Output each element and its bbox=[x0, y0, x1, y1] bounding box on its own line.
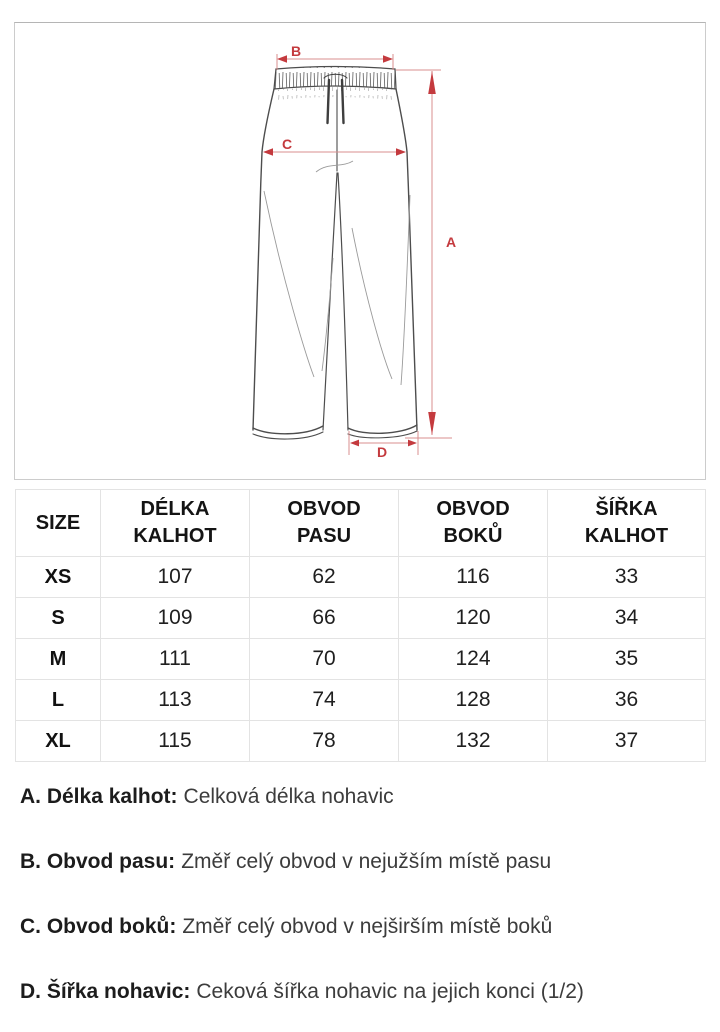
cell-delka-kalhot: 109 bbox=[100, 597, 250, 639]
cell-obvod-boku: 128 bbox=[398, 679, 548, 721]
legend-label-a: A. Délka kalhot: bbox=[20, 785, 178, 808]
cell-obvod-pasu: 66 bbox=[249, 597, 399, 639]
col-header-obvod-pasu: OBVOD PASU bbox=[249, 489, 399, 557]
table-row: XL 115 78 132 37 bbox=[15, 720, 706, 762]
table-row: L 113 74 128 36 bbox=[15, 679, 706, 721]
table-row: M 111 70 124 35 bbox=[15, 638, 706, 680]
legend-text-d: Ceková šířka nohavic na jejich konci (1/… bbox=[196, 980, 584, 1003]
table-header-row: SIZE DÉLKA KALHOT OBVOD PASU OBVOD BOKŮ ŠÍŘ… bbox=[15, 489, 706, 557]
cell-sirka-kalhot: 36 bbox=[547, 679, 706, 721]
cell-obvod-boku: 124 bbox=[398, 638, 548, 680]
legend-item-c: C. Obvod boků: Změř celý obvod v nejširší… bbox=[20, 912, 704, 941]
legend-item-a: A. Délka kalhot: Celková délka nohavic bbox=[20, 782, 704, 811]
cell-size: M bbox=[15, 638, 101, 680]
legend-label-b: B. Obvod pasu: bbox=[20, 850, 176, 873]
legend-text-a: Celková délka nohavic bbox=[183, 785, 394, 808]
dim-label-a: A bbox=[446, 234, 456, 250]
cell-obvod-boku: 132 bbox=[398, 720, 548, 762]
table-row: S 109 66 120 34 bbox=[15, 597, 706, 639]
cell-obvod-pasu: 78 bbox=[249, 720, 399, 762]
pants-outline bbox=[252, 88, 418, 440]
drawstring bbox=[323, 73, 348, 125]
cell-delka-kalhot: 115 bbox=[100, 720, 250, 762]
waistband bbox=[273, 65, 397, 100]
cell-obvod-pasu: 62 bbox=[249, 556, 399, 598]
legend-label-c: C. Obvod boků: bbox=[20, 915, 177, 938]
cell-obvod-pasu: 74 bbox=[249, 679, 399, 721]
cell-sirka-kalhot: 35 bbox=[547, 638, 706, 680]
table-row: XS 107 62 116 33 bbox=[15, 556, 706, 598]
measurement-legend: A. Délka kalhot: Celková délka nohavic B.… bbox=[20, 782, 704, 1032]
col-header-obvod-boku: OBVOD BOKŮ bbox=[398, 489, 548, 557]
dim-label-d: D bbox=[377, 444, 387, 460]
pants-sketch: B C A D bbox=[252, 43, 456, 460]
dimension-arrowheads bbox=[263, 55, 436, 447]
pants-diagram-box: B C A D bbox=[14, 22, 706, 480]
dim-label-b: B bbox=[291, 43, 301, 59]
cell-delka-kalhot: 111 bbox=[100, 638, 250, 680]
cell-sirka-kalhot: 37 bbox=[547, 720, 706, 762]
cell-size: XS bbox=[15, 556, 101, 598]
cell-obvod-boku: 116 bbox=[398, 556, 548, 598]
cell-sirka-kalhot: 34 bbox=[547, 597, 706, 639]
cell-size: S bbox=[15, 597, 101, 639]
cell-sirka-kalhot: 33 bbox=[547, 556, 706, 598]
dimension-lines bbox=[264, 54, 452, 455]
cell-obvod-boku: 120 bbox=[398, 597, 548, 639]
col-header-size: SIZE bbox=[15, 489, 101, 557]
cell-delka-kalhot: 113 bbox=[100, 679, 250, 721]
drape-lines bbox=[263, 160, 411, 386]
cell-size: L bbox=[15, 679, 101, 721]
col-header-delka-kalhot: DÉLKA KALHOT bbox=[100, 489, 250, 557]
cell-delka-kalhot: 107 bbox=[100, 556, 250, 598]
legend-item-d: D. Šířka nohavic: Ceková šířka nohavic na… bbox=[20, 977, 704, 1006]
col-header-sirka-kalhot: ŠÍŘKA KALHOT bbox=[547, 489, 706, 557]
cell-obvod-pasu: 70 bbox=[249, 638, 399, 680]
legend-label-d: D. Šířka nohavic: bbox=[20, 980, 191, 1003]
legend-text-c: Změř celý obvod v nejširším místě boků bbox=[182, 915, 553, 938]
legend-text-b: Změř celý obvod v nejužším místě pasu bbox=[181, 850, 552, 873]
cell-size: XL bbox=[15, 720, 101, 762]
legend-item-b: B. Obvod pasu: Změř celý obvod v nejužším… bbox=[20, 847, 704, 876]
size-table: SIZE DÉLKA KALHOT OBVOD PASU OBVOD BOKŮ ŠÍŘ… bbox=[15, 489, 706, 762]
dim-label-c: C bbox=[282, 136, 292, 152]
